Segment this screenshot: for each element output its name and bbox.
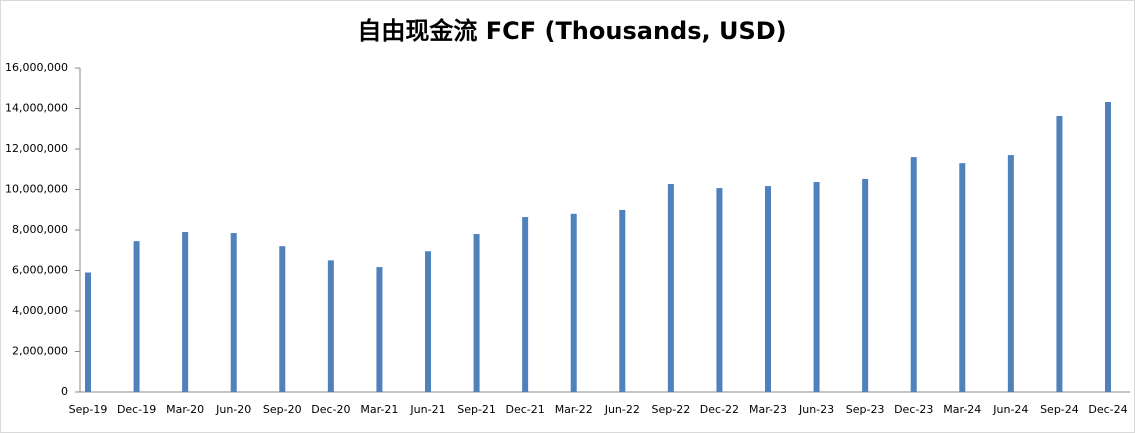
bar: [765, 186, 771, 392]
x-tick-label: Sep-21: [457, 403, 496, 416]
bar: [1105, 102, 1111, 393]
bar: [327, 260, 334, 392]
x-tick-label: Dec-21: [506, 403, 545, 416]
bar: [813, 182, 820, 392]
x-tick-label: Mar-24: [943, 403, 981, 416]
bar: [1056, 115, 1063, 393]
x-tick-label: Dec-20: [311, 403, 350, 416]
y-tick-label: 14,000,000: [5, 102, 68, 115]
x-tick-label: Sep-22: [652, 403, 691, 416]
x-tick-label: Dec-23: [894, 403, 933, 416]
x-tick-label: Dec-22: [700, 403, 739, 416]
x-tick-label: Jun-23: [798, 403, 834, 416]
bar: [279, 246, 286, 392]
bar: [85, 272, 91, 392]
x-tick-label: Sep-23: [846, 403, 885, 416]
bar: [716, 188, 723, 392]
chart-title: 自由现金流 FCF (Thousands, USD): [357, 17, 786, 45]
x-tick-label: Mar-21: [360, 403, 398, 416]
bar: [570, 213, 577, 392]
bar: [133, 241, 140, 392]
y-tick-label: 6,000,000: [12, 264, 68, 277]
bar: [376, 267, 383, 392]
x-tick-label: Jun-22: [604, 403, 640, 416]
x-tick-label: Sep-20: [263, 403, 302, 416]
y-tick-label: 16,000,000: [5, 61, 68, 74]
bar: [910, 157, 917, 392]
x-tick-label: Dec-19: [117, 403, 156, 416]
bar: [473, 234, 480, 392]
x-tick-label: Dec-24: [1088, 403, 1127, 416]
y-tick-label: 4,000,000: [12, 304, 68, 317]
bar: [230, 233, 237, 392]
bar: [425, 251, 431, 392]
y-tick-label: 0: [61, 385, 68, 398]
x-tick-label: Jun-24: [992, 403, 1028, 416]
bar: [959, 163, 966, 392]
bar: [667, 184, 674, 392]
x-tick-label: Jun-20: [215, 403, 251, 416]
x-tick-label: Jun-21: [409, 403, 445, 416]
x-tick-label: Sep-24: [1040, 403, 1079, 416]
bar: [1007, 155, 1014, 392]
bar: [862, 178, 869, 392]
bar: [182, 232, 189, 392]
y-tick-label: 2,000,000: [12, 345, 68, 358]
x-tick-label: Mar-23: [749, 403, 787, 416]
y-tick-label: 8,000,000: [12, 223, 68, 236]
bar: [619, 209, 626, 392]
y-tick-label: 12,000,000: [5, 142, 68, 155]
y-tick-label: 10,000,000: [5, 183, 68, 196]
x-tick-label: Mar-22: [555, 403, 593, 416]
x-tick-label: Mar-20: [166, 403, 204, 416]
bar: [522, 217, 529, 392]
x-tick-label: Sep-19: [69, 403, 108, 416]
